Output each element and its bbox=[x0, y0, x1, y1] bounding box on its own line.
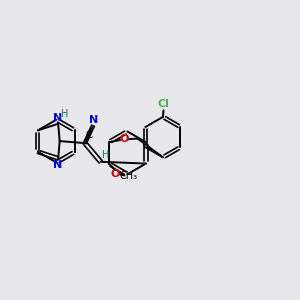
Text: O: O bbox=[120, 134, 129, 144]
Text: H: H bbox=[102, 150, 110, 161]
Text: Cl: Cl bbox=[158, 99, 170, 110]
Text: N: N bbox=[53, 160, 62, 170]
Text: N: N bbox=[53, 112, 62, 122]
Text: N: N bbox=[89, 115, 98, 125]
Text: C: C bbox=[85, 130, 93, 140]
Text: H: H bbox=[61, 109, 68, 119]
Text: CH₃: CH₃ bbox=[119, 171, 137, 181]
Text: O: O bbox=[111, 169, 120, 179]
